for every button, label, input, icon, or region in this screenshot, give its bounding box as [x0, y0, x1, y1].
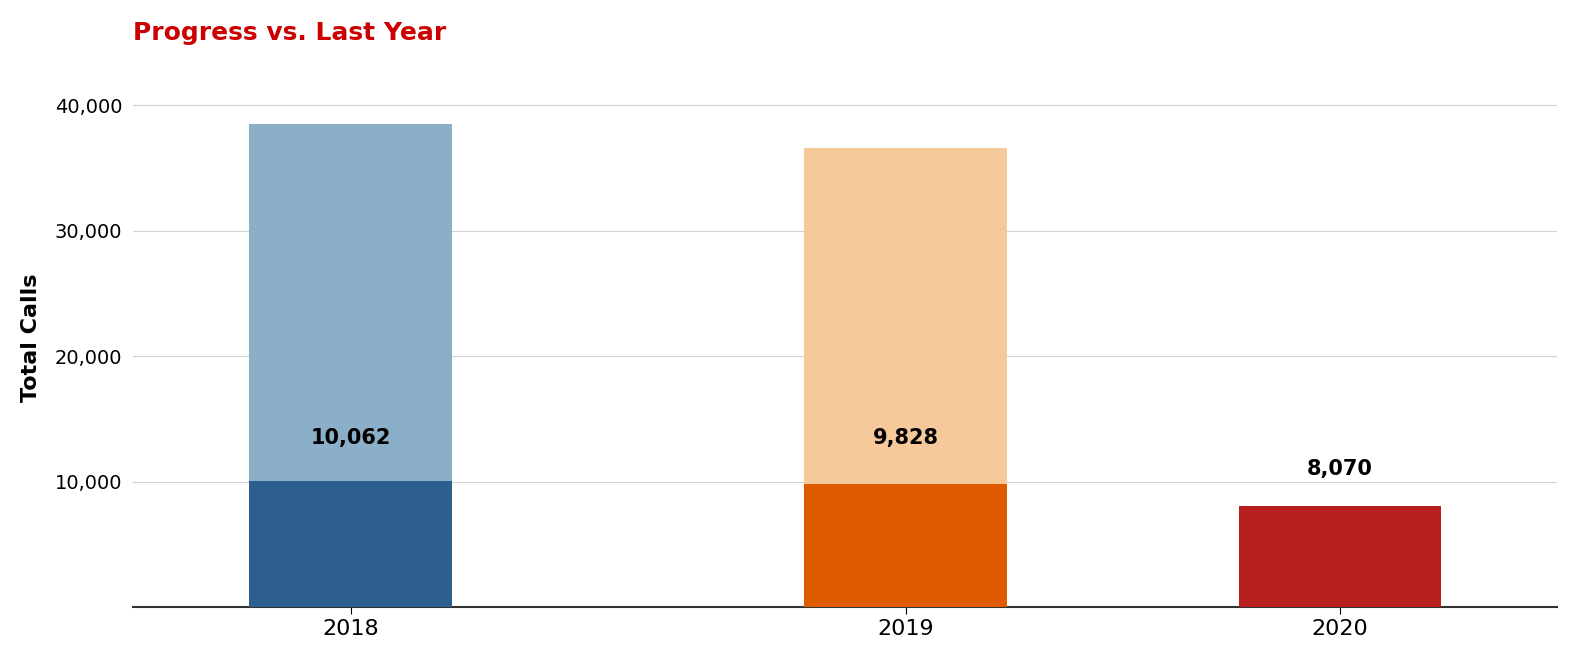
Text: 9,828: 9,828: [873, 428, 939, 448]
Text: 10,062: 10,062: [311, 428, 391, 448]
Text: 8,070: 8,070: [1307, 459, 1373, 479]
Text: Progress vs. Last Year: Progress vs. Last Year: [133, 21, 447, 45]
Bar: [249, 124, 451, 607]
Bar: [805, 148, 1007, 607]
Bar: [249, 481, 451, 607]
Bar: [805, 484, 1007, 607]
Bar: [1239, 506, 1441, 607]
Y-axis label: Total Calls: Total Calls: [21, 273, 41, 402]
Bar: [1239, 506, 1441, 607]
